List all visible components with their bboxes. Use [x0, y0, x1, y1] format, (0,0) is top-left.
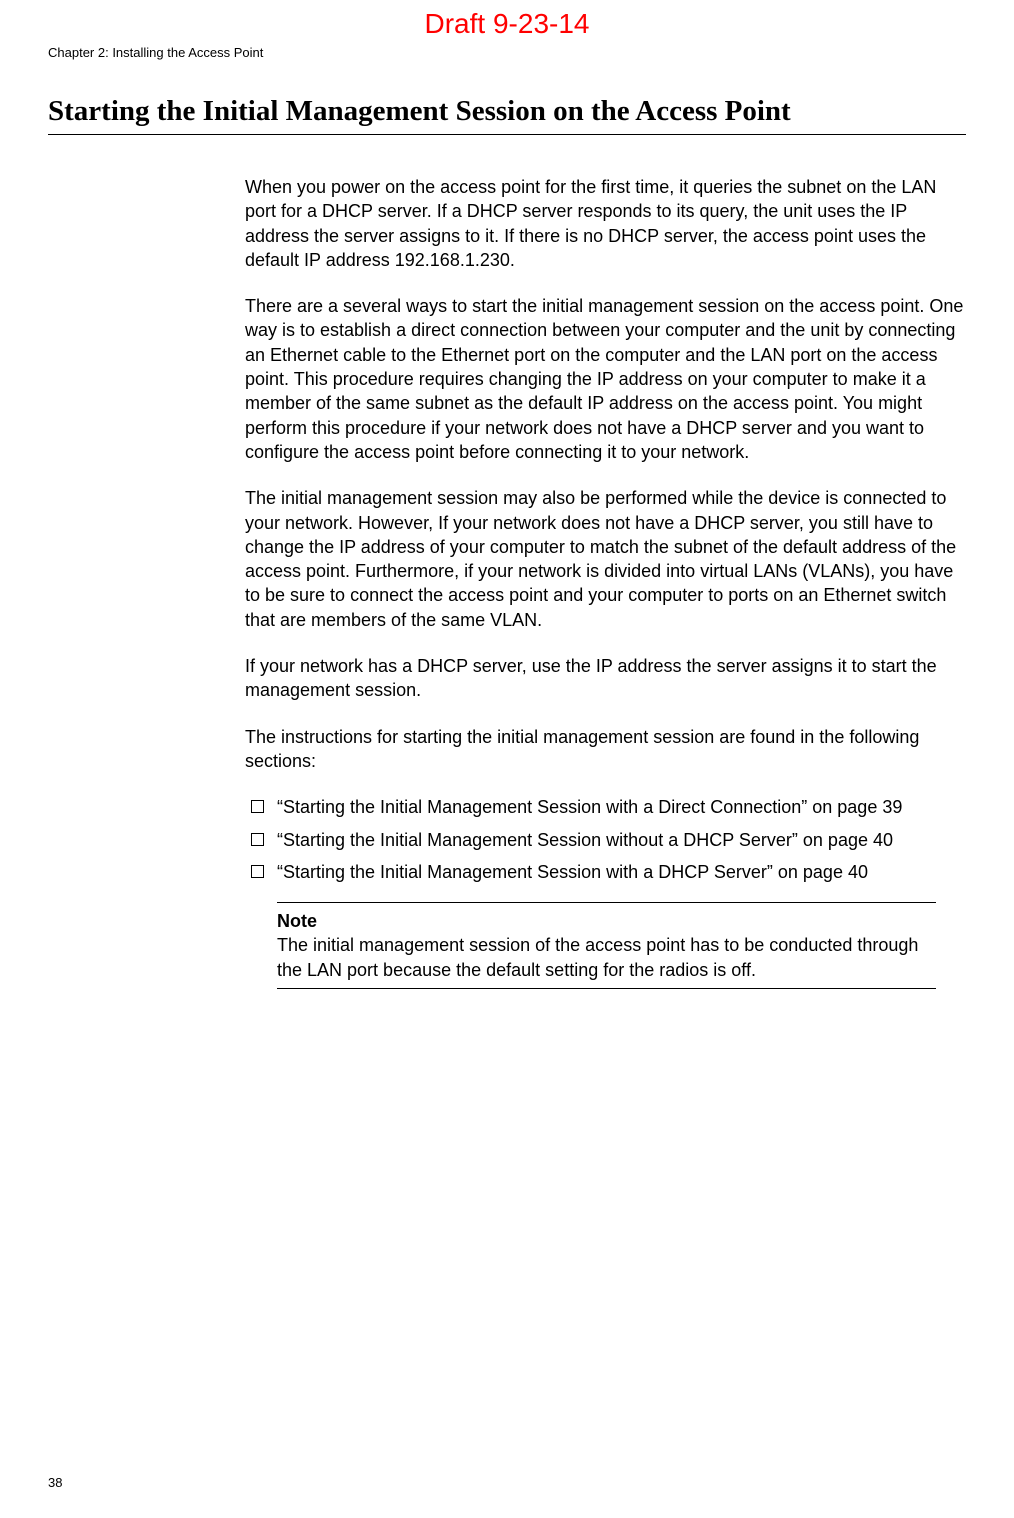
paragraph-3: The initial management session may also … [245, 486, 966, 632]
paragraph-4: If your network has a DHCP server, use t… [245, 654, 966, 703]
paragraph-2: There are a several ways to start the in… [245, 294, 966, 464]
bullet-item: “Starting the Initial Management Session… [245, 795, 966, 819]
chapter-header: Chapter 2: Installing the Access Point [48, 45, 263, 60]
note-label: Note [277, 909, 936, 933]
section-title: Starting the Initial Management Session … [48, 95, 966, 135]
paragraph-5: The instructions for starting the initia… [245, 725, 966, 774]
page-number: 38 [48, 1475, 62, 1490]
content-area: When you power on the access point for t… [245, 175, 966, 989]
draft-watermark: Draft 9-23-14 [425, 8, 590, 40]
paragraph-1: When you power on the access point for t… [245, 175, 966, 272]
note-text: The initial management session of the ac… [277, 935, 918, 979]
bullet-item: “Starting the Initial Management Session… [245, 828, 966, 852]
bullet-item: “Starting the Initial Management Session… [245, 860, 966, 884]
bullet-list: “Starting the Initial Management Session… [245, 795, 966, 884]
note-block: Note The initial management session of t… [277, 902, 936, 989]
